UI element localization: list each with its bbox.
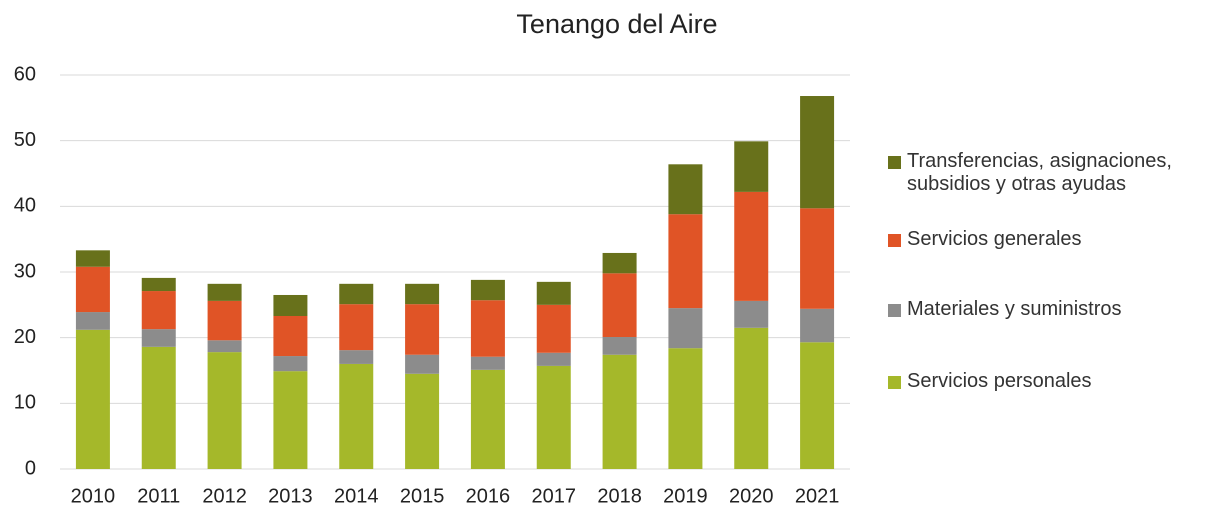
bar-segment: [75, 250, 110, 267]
bar-segment: [141, 277, 176, 292]
legend-label: Servicios generales: [907, 228, 1082, 250]
bar-segment: [470, 300, 505, 357]
y-tick-label: 60: [14, 63, 36, 85]
bar-segment: [207, 283, 242, 301]
y-tick-label: 20: [14, 326, 36, 348]
bar-segment: [602, 337, 637, 355]
bar-segment: [536, 304, 571, 353]
bar-segment: [734, 191, 769, 301]
bar-segment: [800, 308, 835, 343]
bar-segment: [668, 348, 703, 469]
bar-segment: [273, 371, 308, 469]
x-tick-label: 2017: [532, 485, 577, 507]
bar-segment: [734, 327, 769, 469]
x-tick-label: 2013: [268, 485, 313, 507]
legend-swatch: [888, 234, 901, 247]
x-tick-label: 2010: [71, 485, 116, 507]
y-tick-label: 30: [14, 260, 36, 282]
bar-segment: [536, 352, 571, 366]
bar-segment: [141, 329, 176, 347]
bar-segment: [668, 214, 703, 309]
x-tick-label: 2019: [663, 485, 708, 507]
bar-segment: [734, 141, 769, 192]
bar-segment: [75, 312, 110, 330]
bar-segment: [273, 294, 308, 316]
bar-segment: [800, 208, 835, 309]
bar-segment: [339, 304, 374, 351]
bar-segment: [141, 291, 176, 330]
legend-swatch: [888, 156, 901, 169]
x-tick-label: 2011: [137, 485, 180, 507]
bar-segment: [470, 356, 505, 370]
y-tick-label: 40: [14, 195, 36, 217]
bar-segment: [800, 342, 835, 469]
legend-item: Servicios personales: [888, 370, 1208, 393]
y-tick-label: 10: [14, 392, 36, 414]
bar-segment: [405, 354, 440, 374]
x-tick-label: 2016: [466, 485, 511, 507]
bar-segment: [339, 363, 374, 469]
bar-segment: [273, 315, 308, 357]
bar-segment: [405, 373, 440, 469]
bar-segment: [668, 308, 703, 349]
legend-item: Materiales y suministros: [888, 298, 1208, 321]
legend-label: Transferencias, asignaciones, subsidios …: [907, 150, 1172, 195]
legend-swatch: [888, 304, 901, 317]
bar-segment: [470, 369, 505, 469]
x-tick-label: 2012: [202, 485, 247, 507]
bar-segment: [339, 350, 374, 364]
bar-segment: [536, 365, 571, 469]
bar-segment: [470, 279, 505, 301]
bar-segment: [405, 304, 440, 355]
legend-label: Servicios personales: [907, 370, 1092, 392]
x-tick-label: 2014: [334, 485, 379, 507]
bar-segment: [405, 283, 440, 305]
bar-segment: [339, 283, 374, 305]
bar-segment: [668, 164, 703, 215]
chart-title: Tenango del Aire: [516, 9, 717, 39]
y-tick-label: 0: [25, 457, 36, 479]
bar-segment: [800, 96, 835, 209]
x-tick-label: 2020: [729, 485, 774, 507]
bar-segment: [273, 356, 308, 372]
bar-segment: [207, 352, 242, 469]
x-tick-label: 2021: [795, 485, 840, 507]
x-tick-label: 2018: [597, 485, 642, 507]
legend-swatch: [888, 376, 901, 389]
bar-segment: [602, 354, 637, 469]
bar-segment: [734, 300, 769, 328]
bar-segment: [536, 281, 571, 305]
y-tick-label: 50: [14, 129, 36, 151]
bar-segment: [207, 340, 242, 353]
legend-item: Servicios generales: [888, 228, 1208, 251]
bar-segment: [207, 300, 242, 341]
bar-segment: [602, 273, 637, 338]
legend-item: Transferencias, asignaciones, subsidios …: [888, 150, 1208, 196]
legend-label: Materiales y suministros: [907, 298, 1122, 320]
bar-segment: [602, 252, 637, 274]
bar-segment: [75, 329, 110, 469]
bar-segment: [75, 266, 110, 313]
bar-segment: [141, 346, 176, 469]
x-tick-label: 2015: [400, 485, 445, 507]
